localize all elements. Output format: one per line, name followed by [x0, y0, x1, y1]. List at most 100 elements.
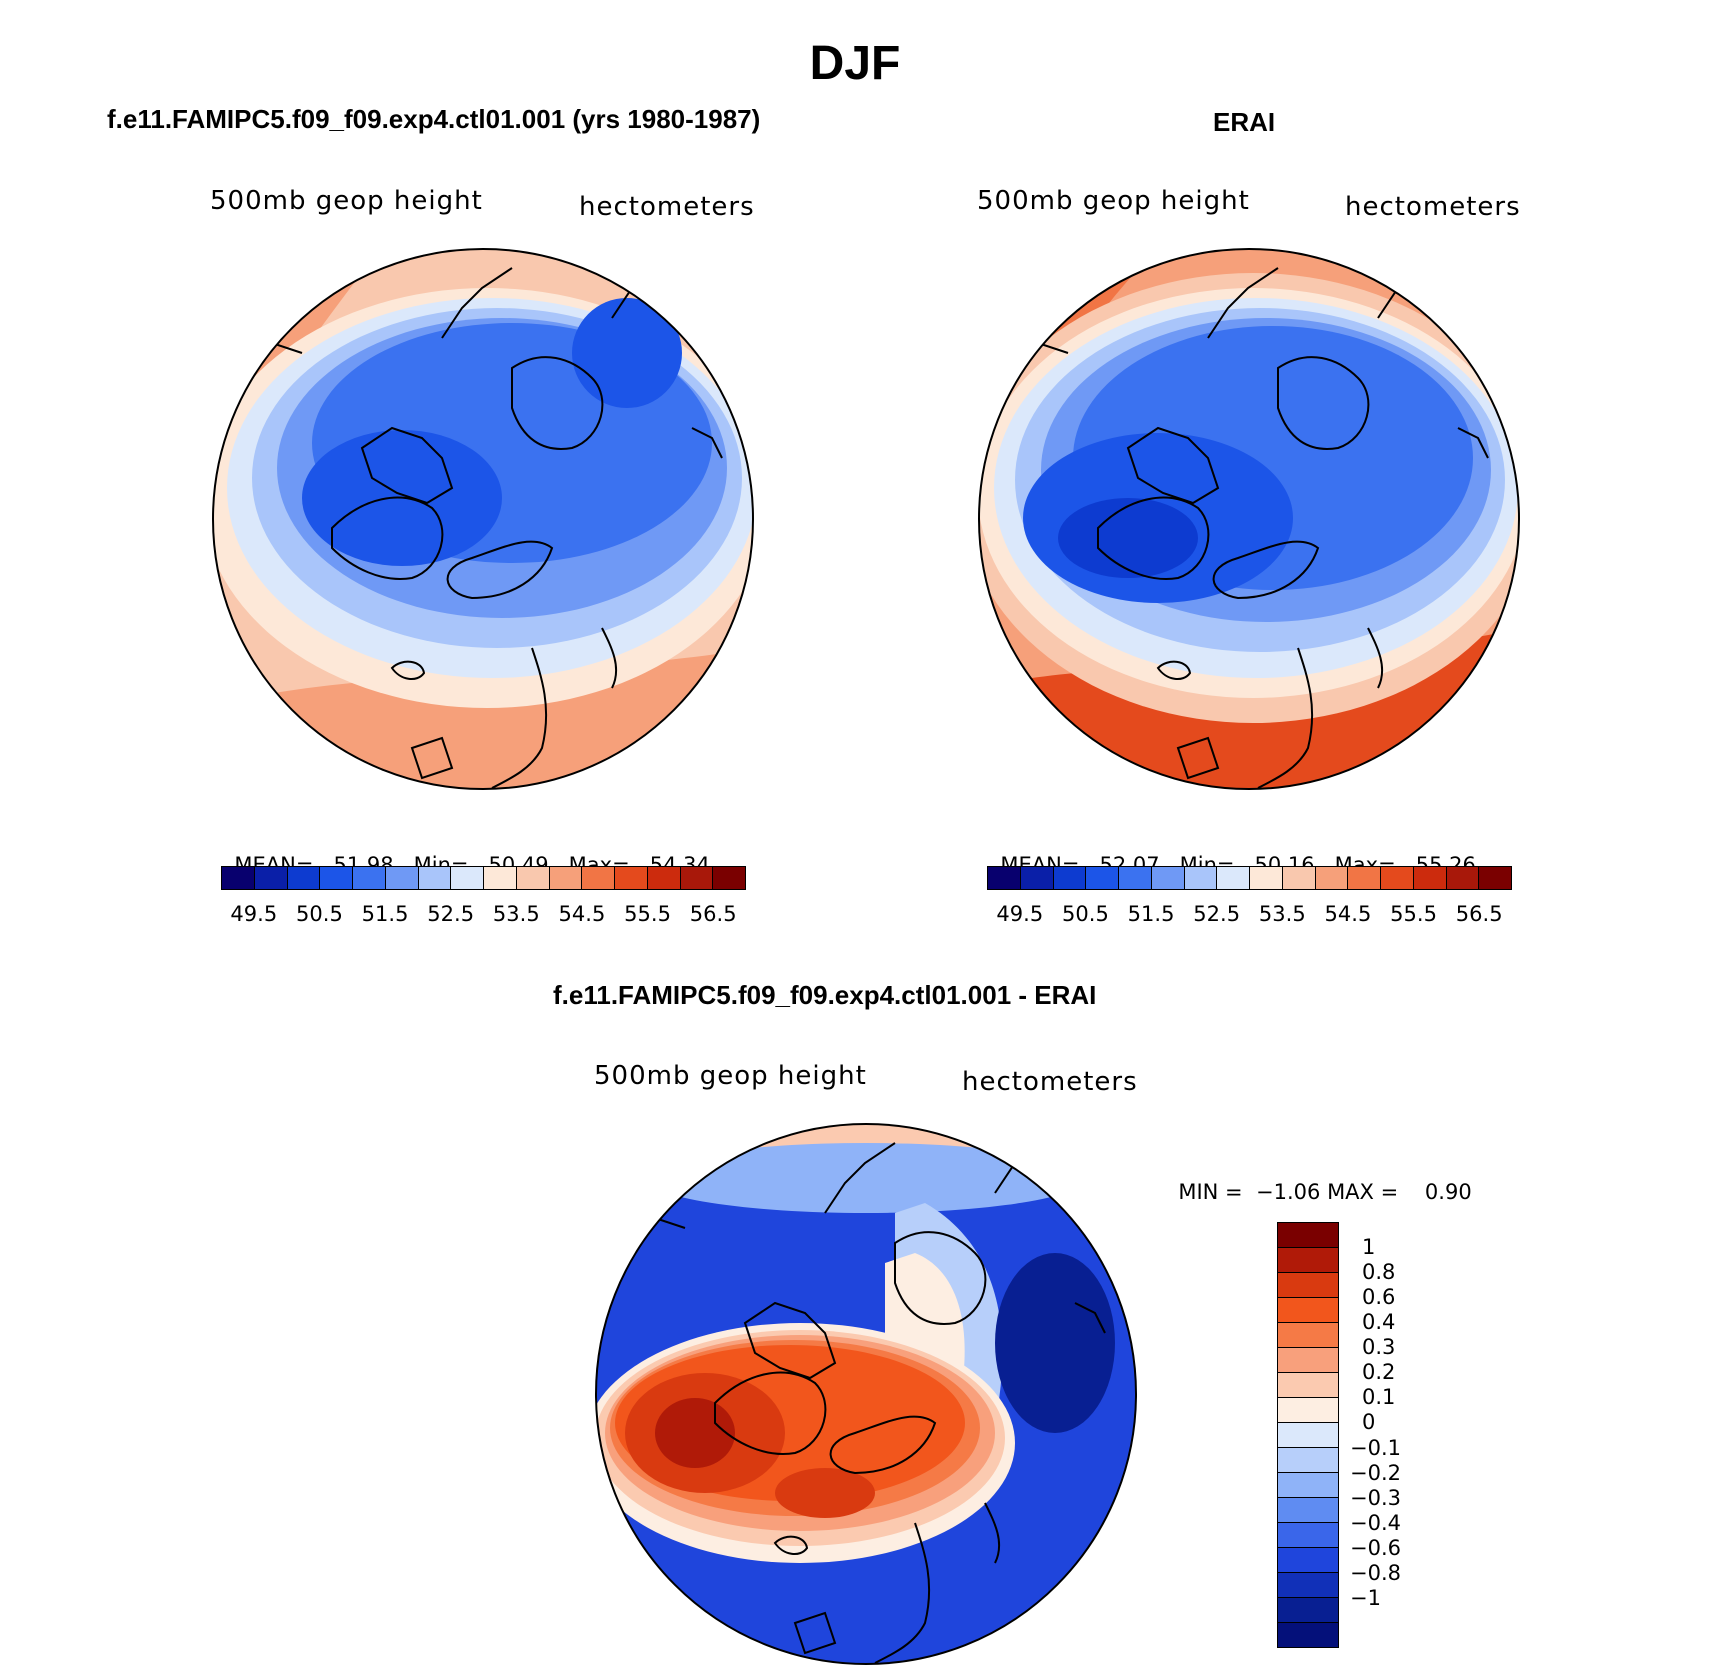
- diff-colorbar-swatch: [1278, 1498, 1338, 1523]
- model-colorbar: [221, 866, 746, 890]
- obs-polar-map: [978, 248, 1520, 790]
- model-units-label: hectometers: [579, 192, 755, 222]
- obs-units-label: hectometers: [1345, 192, 1521, 222]
- diff-colorbar-tick-label: 0.6: [1362, 1285, 1396, 1310]
- obs-colorbar-swatch: [1479, 867, 1511, 889]
- diff-colorbar-tick-label: −1: [1350, 1585, 1381, 1610]
- model-colorbar-swatch: [418, 867, 452, 889]
- diff-variable-label: 500mb geop height: [594, 1061, 867, 1091]
- obs-colorbar-swatch: [1184, 867, 1218, 889]
- diff-colorbar-tick-label: −0.4: [1350, 1510, 1401, 1535]
- diff-colorbar-swatch: [1278, 1348, 1338, 1373]
- diff-colorbar-tick-label: 0.3: [1362, 1335, 1396, 1360]
- diff-colorbar-swatch: [1278, 1248, 1338, 1273]
- obs-colorbar-swatch: [988, 867, 1021, 889]
- model-colorbar-swatch: [615, 867, 648, 889]
- diff-colorbar-swatch: [1278, 1573, 1338, 1598]
- obs-colorbar-swatch: [1413, 867, 1447, 889]
- obs-colorbar-swatch: [1315, 867, 1349, 889]
- obs-colorbar-tick-label: 50.5: [1062, 902, 1109, 926]
- diff-colorbar-swatch: [1278, 1473, 1338, 1498]
- model-colorbar-tick-label: 53.5: [492, 902, 540, 926]
- model-colorbar-tick-label: 55.5: [624, 902, 671, 926]
- obs-colorbar-swatch: [1217, 867, 1250, 889]
- obs-colorbar-swatch: [1053, 867, 1087, 889]
- diff-colorbar-tick-label: −0.1: [1350, 1435, 1401, 1460]
- obs-colorbar-swatch: [1348, 867, 1381, 889]
- model-colorbar-swatch: [451, 867, 484, 889]
- model-colorbar-tick-label: 51.5: [361, 902, 409, 926]
- obs-colorbar-tick-label: 56.5: [1455, 902, 1503, 926]
- diff-colorbar-swatch: [1278, 1323, 1338, 1348]
- diff-min-label: MIN =: [1178, 1180, 1243, 1204]
- model-polar-map: [212, 248, 754, 790]
- diff-max-value: 0.90: [1424, 1180, 1472, 1204]
- model-colorbar-swatch: [516, 867, 550, 889]
- diff-colorbar-swatch: [1278, 1423, 1338, 1448]
- obs-panel-title: ERAI: [1213, 107, 1276, 137]
- diff-colorbar-tick-label: 0.4: [1362, 1310, 1396, 1335]
- model-colorbar-swatch: [385, 867, 419, 889]
- obs-colorbar-ticks: 49.5 50.5 51.5 52.5 53.5 54.5 55.5 56.5: [987, 902, 1512, 928]
- diff-min-value: −1.06: [1256, 1180, 1321, 1204]
- model-variable-label: 500mb geop height: [210, 186, 483, 216]
- diff-colorbar-swatch: [1278, 1598, 1338, 1623]
- model-colorbar-swatch: [254, 867, 288, 889]
- diff-panel-title: f.e11.FAMIPC5.f09_f09.exp4.ctl01.001 - E…: [553, 980, 1097, 1010]
- model-colorbar-tick-label: 50.5: [296, 902, 343, 926]
- obs-colorbar-tick-label: 49.5: [996, 902, 1044, 926]
- obs-colorbar-tick-label: 51.5: [1127, 902, 1175, 926]
- diff-colorbar-swatch: [1278, 1273, 1338, 1298]
- model-colorbar-swatch: [353, 867, 386, 889]
- diff-colorbar-tick-label: −0.2: [1350, 1460, 1401, 1485]
- obs-colorbar-swatch: [1381, 867, 1414, 889]
- model-colorbar-swatch: [320, 867, 353, 889]
- obs-colorbar-swatch: [1282, 867, 1316, 889]
- model-colorbar-ticks: 49.5 50.5 51.5 52.5 53.5 54.5 55.5 56.5: [221, 902, 746, 928]
- diff-colorbar-swatch: [1278, 1373, 1338, 1398]
- diff-polar-map: [595, 1123, 1137, 1665]
- obs-colorbar-tick-label: 52.5: [1193, 902, 1241, 926]
- obs-colorbar-swatch: [1020, 867, 1054, 889]
- obs-colorbar-swatch: [1250, 867, 1283, 889]
- diff-colorbar-swatch: [1278, 1298, 1338, 1323]
- model-colorbar-swatch: [647, 867, 681, 889]
- diff-colorbar-tick-label: −0.8: [1350, 1560, 1401, 1585]
- obs-colorbar: [987, 866, 1512, 890]
- diff-colorbar-swatch: [1278, 1448, 1338, 1473]
- model-panel-title: f.e11.FAMIPC5.f09_f09.exp4.ctl01.001 (yr…: [107, 104, 761, 134]
- diff-colorbar-tick-label: 0.1: [1362, 1385, 1396, 1410]
- model-colorbar-swatch: [287, 867, 321, 889]
- obs-colorbar-swatch: [1119, 867, 1152, 889]
- diff-colorbar-ticks: 1 0.8 0.6 0.4 0.3 0.2 0.1 0 −0.1 −0.2 −0.3 −0.4 −0.6…: [1350, 1222, 1430, 1648]
- diff-colorbar: [1277, 1222, 1339, 1648]
- diff-colorbar-tick-label: 0: [1362, 1410, 1376, 1435]
- model-colorbar-tick-label: 54.5: [558, 902, 606, 926]
- model-colorbar-tick-label: 49.5: [230, 902, 278, 926]
- model-colorbar-swatch: [582, 867, 615, 889]
- diff-colorbar-swatch: [1278, 1398, 1338, 1423]
- model-colorbar-swatch: [549, 867, 583, 889]
- obs-colorbar-swatch: [1446, 867, 1480, 889]
- diff-colorbar-tick-label: −0.3: [1350, 1485, 1401, 1510]
- model-colorbar-swatch: [222, 867, 255, 889]
- model-colorbar-swatch: [713, 867, 745, 889]
- model-colorbar-tick-label: 56.5: [689, 902, 737, 926]
- model-colorbar-tick-label: 52.5: [427, 902, 475, 926]
- diff-colorbar-tick-label: −0.6: [1350, 1535, 1401, 1560]
- obs-variable-label: 500mb geop height: [977, 186, 1250, 216]
- diff-colorbar-tick-label: 1: [1362, 1235, 1376, 1260]
- obs-colorbar-tick-label: 53.5: [1258, 902, 1306, 926]
- obs-colorbar-tick-label: 55.5: [1390, 902, 1437, 926]
- diff-colorbar-swatch: [1278, 1623, 1338, 1647]
- diff-units-label: hectometers: [962, 1067, 1138, 1097]
- model-colorbar-swatch: [680, 867, 714, 889]
- diff-colorbar-tick-label: 0.8: [1362, 1260, 1396, 1285]
- diff-colorbar-swatch: [1278, 1223, 1338, 1248]
- diff-colorbar-swatch: [1278, 1548, 1338, 1573]
- obs-colorbar-tick-label: 54.5: [1324, 902, 1372, 926]
- diff-colorbar-tick-label: 0.2: [1362, 1360, 1396, 1385]
- obs-colorbar-swatch: [1086, 867, 1119, 889]
- diff-max-label: MAX =: [1327, 1180, 1399, 1204]
- diff-colorbar-swatch: [1278, 1523, 1338, 1548]
